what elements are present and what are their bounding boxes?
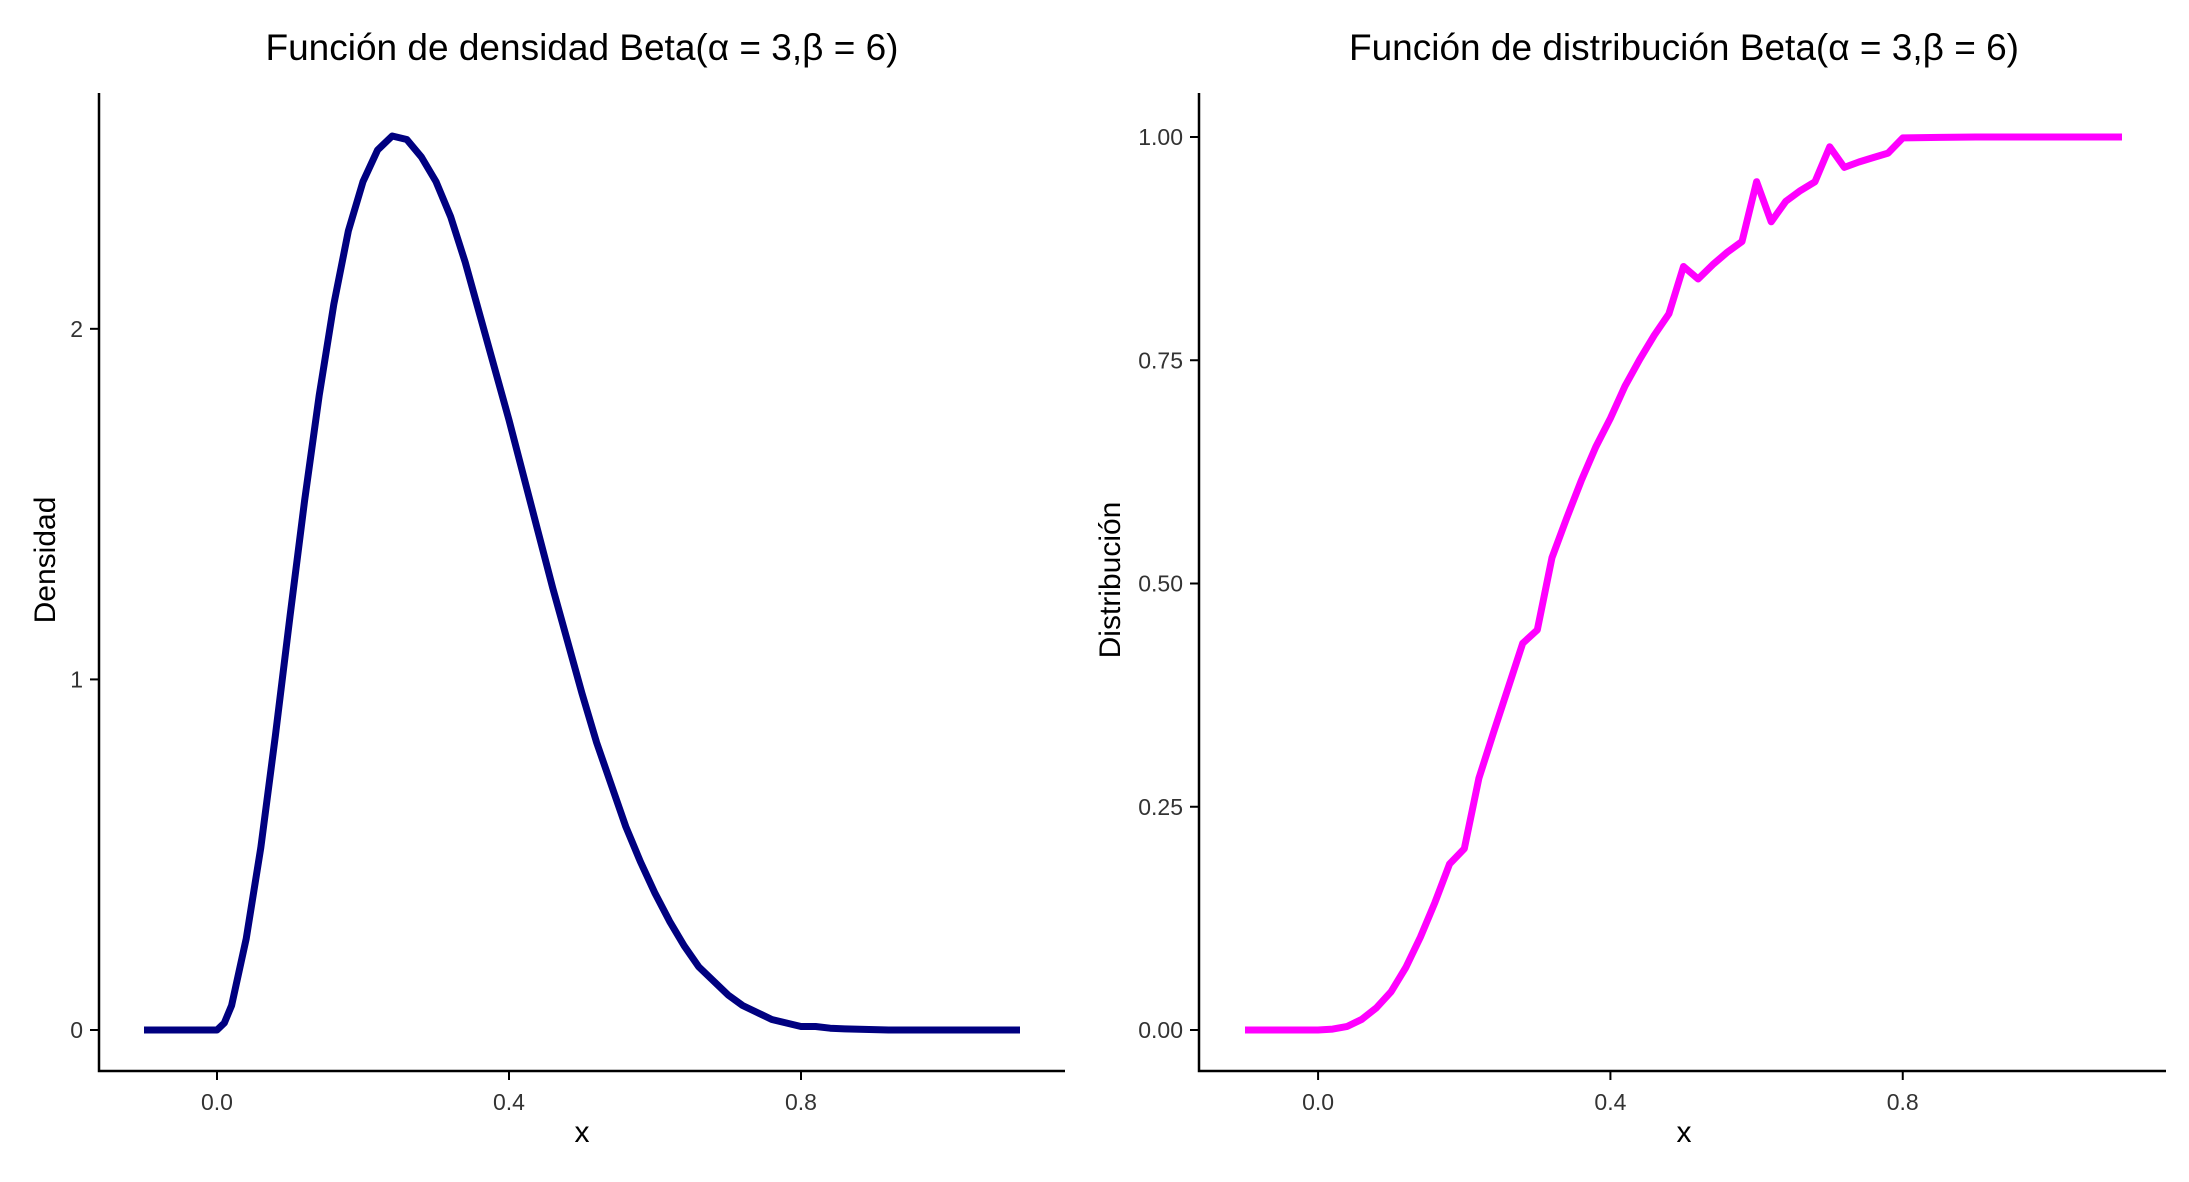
- density-y-tick-label: 0: [70, 1017, 83, 1043]
- distribution-x-tick-label: 0.8: [1887, 1089, 1919, 1115]
- density-y-tick-label: 1: [70, 666, 83, 692]
- density-axes: [97, 93, 1065, 1073]
- distribution-y-tick-label: 0.75: [1138, 347, 1183, 373]
- density-y-tick-label: 2: [70, 316, 83, 342]
- density-y-axis-label: Densidad: [29, 497, 62, 624]
- density-ticks: 0.0 0.4 0.8 0 1 2: [70, 316, 817, 1115]
- distribution-y-tick-label: 0.50: [1138, 571, 1183, 597]
- distribution-title: Función de distribución Beta(α = 3,β = 6…: [1349, 27, 2019, 68]
- distribution-curve: [1245, 133, 2122, 1034]
- density-title: Función de densidad Beta(α = 3,β = 6): [265, 27, 898, 68]
- distribution-x-axis-label: x: [1677, 1116, 1692, 1149]
- density-x-axis-label: x: [575, 1116, 590, 1149]
- density-x-tick-label: 0.0: [201, 1089, 233, 1115]
- distribution-x-tick-label: 0.4: [1594, 1089, 1626, 1115]
- distribution-y-tick-label: 0.00: [1138, 1017, 1183, 1043]
- distribution-y-tick-label: 1.00: [1138, 124, 1183, 150]
- distribution-axes: [1197, 93, 2166, 1073]
- density-panel: Función de densidad Beta(α = 3,β = 6) De…: [29, 27, 1065, 1149]
- density-curve: [144, 132, 1020, 1034]
- density-x-tick-label: 0.4: [493, 1089, 525, 1115]
- distribution-y-tick-label: 0.25: [1138, 794, 1183, 820]
- distribution-y-axis-label: Distribución: [1094, 502, 1127, 659]
- distribution-panel: Función de distribución Beta(α = 3,β = 6…: [1094, 27, 2166, 1149]
- density-x-tick-label: 0.8: [785, 1089, 817, 1115]
- distribution-x-tick-label: 0.0: [1302, 1089, 1334, 1115]
- distribution-ticks: 0.0 0.4 0.8 0.00 0.25 0.50 0.75 1.00: [1138, 124, 1919, 1115]
